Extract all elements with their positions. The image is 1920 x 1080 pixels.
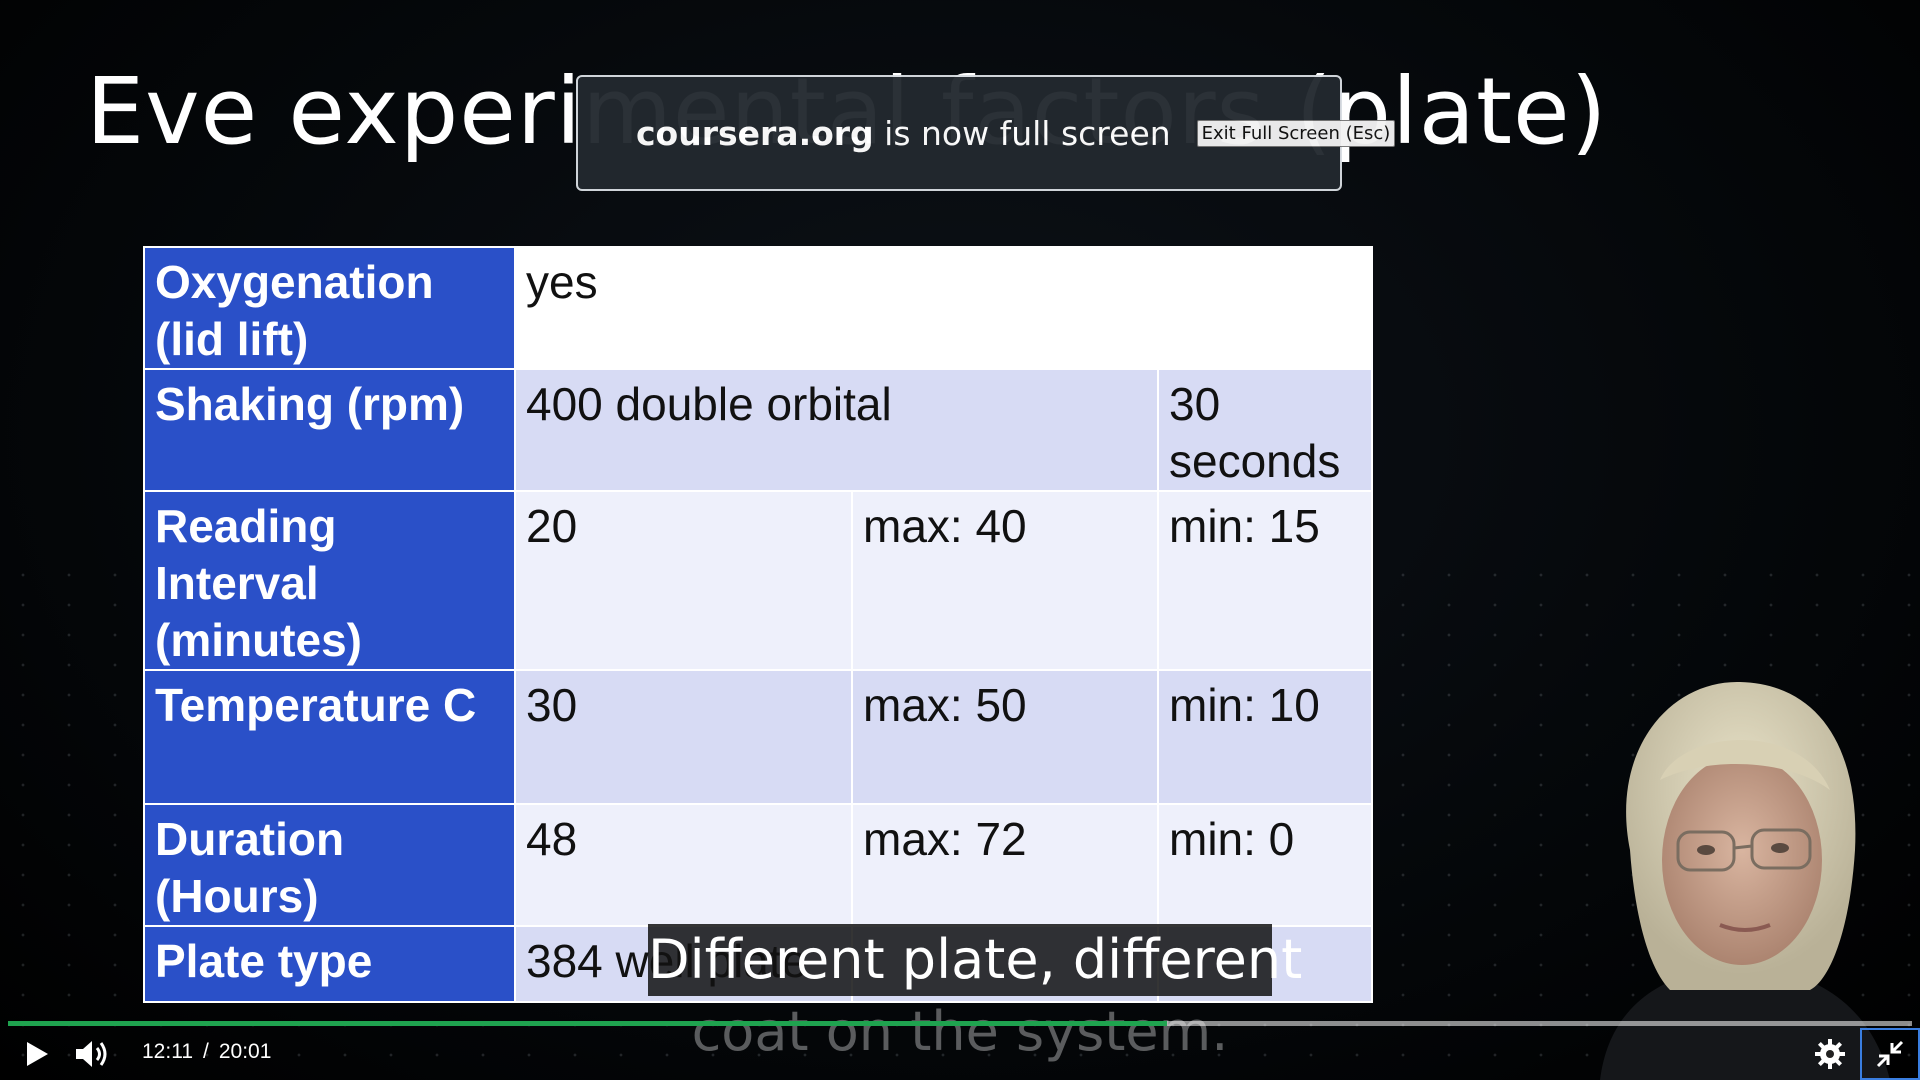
table-cell: 30 seconds (1156, 368, 1374, 492)
row-label: Shaking (rpm) (143, 368, 516, 492)
exit-fullscreen-icon (1876, 1040, 1904, 1068)
row-label: Duration (Hours) (143, 803, 516, 927)
fullscreen-message: coursera.org is now full screen (636, 114, 1171, 153)
table-cell: min: 15 (1156, 490, 1374, 671)
table-row: Duration (Hours) 48 max: 72 min: 0 (143, 803, 1374, 927)
current-time: 12:11 (142, 1040, 193, 1063)
table-cell: min: 10 (1156, 669, 1374, 805)
table-row: Oxygenation (lid lift) yes (143, 246, 1374, 370)
presenter-video-inset (1600, 681, 1890, 1080)
progress-fill (8, 1021, 1167, 1026)
exit-fullscreen-button[interactable]: Exit Full Screen (Esc) (1196, 119, 1396, 147)
row-label: Plate type (143, 925, 516, 1003)
settings-gear-icon[interactable] (1814, 1038, 1846, 1070)
table-row: Reading Interval (minutes) 20 max: 40 mi… (143, 490, 1374, 671)
table-cell: yes (513, 246, 1374, 370)
table-cell: 20 (514, 490, 853, 671)
table-cell: max: 40 (851, 490, 1159, 671)
table-cell: max: 72 (851, 803, 1159, 927)
table-cell: min: 0 (1156, 803, 1374, 927)
table-row: Temperature C 30 max: 50 min: 10 (143, 669, 1374, 805)
caption-line-2: coat on the system. (691, 1000, 1229, 1063)
caption-line-1: Different plate, different (648, 924, 1302, 996)
exit-fullscreen-control[interactable] (1860, 1028, 1920, 1080)
table-cell: 48 (514, 803, 853, 927)
fullscreen-text: is now full screen (873, 113, 1171, 153)
time-display: 12:11 / 20:01 (142, 1040, 271, 1064)
table-cell: max: 50 (851, 669, 1159, 805)
duration: 20:01 (218, 1040, 272, 1063)
time-separator: / (203, 1040, 209, 1063)
row-label: Reading Interval (minutes) (143, 490, 516, 671)
fullscreen-notification: coursera.org is now full screen Exit Ful… (576, 75, 1396, 191)
fullscreen-domain: coursera.org (636, 113, 874, 153)
table-cell: 30 (514, 669, 853, 805)
row-label: Oxygenation (lid lift) (143, 246, 516, 370)
volume-icon[interactable] (74, 1038, 110, 1070)
row-label: Temperature C (143, 669, 516, 805)
play-icon[interactable] (24, 1040, 50, 1068)
table-cell: 400 double orbital (514, 368, 1159, 492)
progress-bar[interactable] (8, 1021, 1912, 1026)
experimental-factors-table: Oxygenation (lid lift) yes Shaking (rpm)… (143, 246, 1374, 1003)
table-row: Shaking (rpm) 400 double orbital 30 seco… (143, 368, 1374, 492)
